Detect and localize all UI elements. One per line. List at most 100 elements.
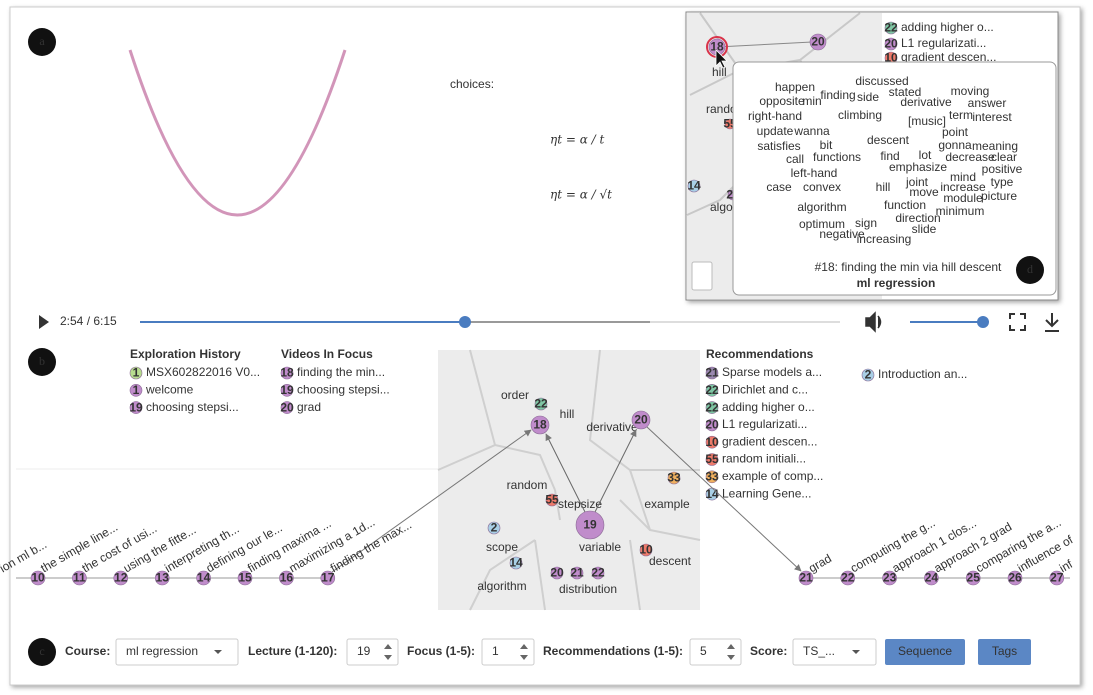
spinner[interactable] [691,261,713,291]
timeline-id: 26 [1008,571,1022,585]
badge-id: 33 [705,469,719,483]
badge-id: 19 [280,383,294,397]
panel-badge [28,348,56,376]
cloud-word: joint [905,175,929,189]
list-item: Sparse models a... [722,365,822,379]
timeline-id: 25 [967,571,981,585]
input[interactable] [792,638,877,666]
control-label: Recommendations (1-5): [543,644,683,658]
timeline-node [1007,570,1023,586]
slide-text: choices: [450,77,494,91]
curve [128,49,347,217]
cloud-word: negative [819,227,865,241]
timeline-arrow [331,429,532,573]
badge [705,366,719,380]
fullscreen-icon[interactable] [1009,313,1026,331]
cursor [715,49,728,69]
map-label: derivative [586,420,638,434]
timeline-id: 14 [197,571,211,585]
cloud-word: bit [820,138,833,152]
map-label: hill [560,407,575,421]
timeline-id: 13 [156,571,170,585]
badge [280,401,294,414]
download-icon[interactable] [1045,313,1059,332]
cloud-word: right-hand [748,109,802,123]
map-label: example [644,497,690,511]
cloud-word: convex [803,180,841,194]
cloud-word: update [757,124,794,138]
list-item: Learning Gene... [722,486,811,500]
time: 2:54 / 6:15 [60,314,117,328]
badge-id: 20 [705,418,719,432]
button[interactable] [978,639,1031,665]
badge [550,566,564,580]
map-label: scope [486,540,518,554]
button-label[interactable]: Tags [992,644,1017,658]
input-value: 5 [700,644,707,658]
timeline-node [154,570,170,586]
rec-text: L1 regularizati... [901,36,986,50]
volume-icon[interactable] [865,311,882,333]
timeline-node [279,570,294,586]
input[interactable] [689,638,742,666]
badge-id: 22 [591,566,605,580]
input[interactable] [481,638,535,666]
timeline-node [320,570,336,586]
button[interactable] [885,639,965,665]
timeline-node [840,570,856,586]
progress-handle[interactable] [459,316,471,328]
map-label: variable [579,540,621,554]
spinner[interactable] [520,644,528,660]
input[interactable] [346,638,399,666]
badge [487,521,501,535]
badge-id: 10 [884,51,898,65]
button-label[interactable]: Sequence [898,644,952,658]
rec-text: gradient descen... [901,50,996,64]
panel-badge [28,638,56,666]
list-item: welcome [145,382,194,396]
list-item: Introduction an... [878,367,967,381]
badge-id: 20 [884,37,898,51]
badge-id: 10 [639,543,653,557]
cloud-word: functions [813,150,861,164]
badge [705,470,719,484]
timeline-id: 10 [31,571,45,585]
badge-id: 22 [884,21,898,35]
badge [280,383,294,397]
badge [884,21,898,35]
timeline-node [30,570,46,586]
badge-id: 20 [634,413,648,427]
formula: ηt = α / √t [550,188,612,202]
panel-label: d [1027,262,1033,276]
input[interactable] [115,638,239,666]
cloud-word: satisfies [757,139,800,153]
cloud-word: picture [981,189,1017,203]
timeline-node [882,570,897,586]
badge [129,401,143,414]
cloud-word: direction [895,211,940,225]
list-item: gradient descen... [722,434,817,448]
volume-handle[interactable] [977,316,989,328]
cloud-word: finding [820,88,855,102]
cloud-word: wanna [793,124,830,138]
timeline-id: 12 [114,571,128,585]
badge [705,401,719,414]
list-item: MSX602822016 V0... [146,365,260,379]
badge-id: 14 [509,556,523,570]
spinner[interactable] [384,644,392,660]
list-item: adding higher o... [722,400,815,414]
panel-label: a [39,34,45,48]
spinner[interactable] [727,644,735,660]
word-cloud-popup [732,61,1057,296]
timeline-node [196,570,211,586]
cloud-word: term [949,108,973,122]
badge [687,179,701,193]
cloud-word: descent [867,133,910,147]
play-button[interactable] [39,315,49,329]
badge-id: 10 [705,435,719,449]
caption-course: ml regression [857,276,936,290]
badge [861,368,875,382]
badge-id: 55 [705,452,719,466]
badge-id: 33 [667,471,681,485]
